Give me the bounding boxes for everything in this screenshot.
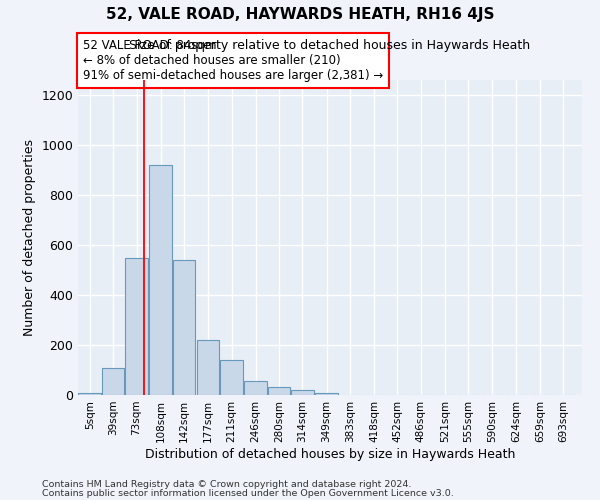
Bar: [125, 258, 148, 395]
X-axis label: Distribution of detached houses by size in Haywards Heath: Distribution of detached houses by size …: [145, 448, 515, 460]
Y-axis label: Number of detached properties: Number of detached properties: [23, 139, 36, 336]
Bar: [197, 340, 220, 395]
Bar: [220, 360, 243, 395]
Bar: [291, 390, 314, 395]
Bar: [173, 260, 196, 395]
Title: Size of property relative to detached houses in Haywards Heath: Size of property relative to detached ho…: [130, 40, 530, 52]
Text: Contains HM Land Registry data © Crown copyright and database right 2024.: Contains HM Land Registry data © Crown c…: [42, 480, 412, 489]
Text: Contains public sector information licensed under the Open Government Licence v3: Contains public sector information licen…: [42, 488, 454, 498]
Text: 52 VALE ROAD: 84sqm
← 8% of detached houses are smaller (210)
91% of semi-detach: 52 VALE ROAD: 84sqm ← 8% of detached hou…: [83, 39, 383, 82]
Bar: [315, 392, 338, 395]
Bar: [244, 381, 267, 395]
Text: 52, VALE ROAD, HAYWARDS HEATH, RH16 4JS: 52, VALE ROAD, HAYWARDS HEATH, RH16 4JS: [106, 8, 494, 22]
Bar: [268, 387, 290, 395]
Bar: [102, 368, 124, 395]
Bar: [79, 392, 101, 395]
Bar: [149, 165, 172, 395]
